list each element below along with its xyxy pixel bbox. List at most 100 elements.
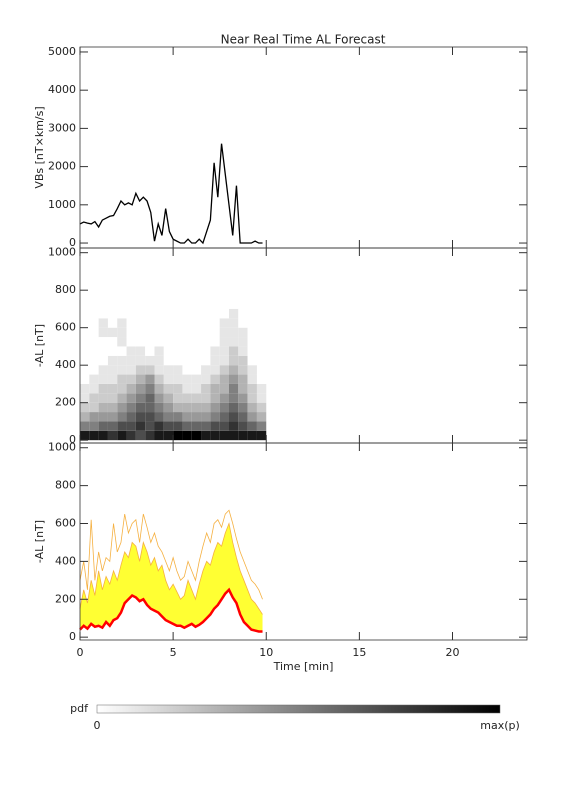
heat-cell [80, 365, 90, 375]
heat-cell [117, 346, 127, 356]
heat-cell [126, 383, 136, 394]
heat-cell [229, 393, 239, 403]
heat-cell [229, 318, 239, 328]
heat-cell [163, 402, 174, 413]
heat-cell [80, 430, 90, 441]
heat-cell [247, 337, 257, 347]
heat-cell [107, 337, 118, 347]
y-axis-label: -AL [nT] [33, 520, 46, 563]
heat-cell [154, 365, 164, 375]
heat-cell [247, 393, 257, 403]
heat-cell [173, 337, 183, 347]
heat-cell [126, 365, 136, 375]
heat-cell [117, 393, 127, 403]
heat-cell [256, 402, 267, 413]
heat-cell [98, 337, 108, 347]
heat-cell [229, 308, 239, 319]
heat-cell [182, 430, 192, 441]
heat-cell [201, 374, 211, 384]
heat-cell [238, 402, 248, 413]
heat-cell [89, 365, 99, 375]
heat-cell [135, 374, 146, 384]
heat-cell [210, 355, 220, 366]
heat-cell [219, 430, 229, 441]
heat-cell [145, 365, 155, 375]
y-tick-label: 3000 [48, 121, 76, 134]
heat-cell [173, 355, 183, 366]
heat-cell [145, 337, 155, 347]
heat-cell [173, 393, 183, 403]
heat-cell [238, 412, 248, 422]
data-line [79, 522, 263, 615]
heat-cell [191, 374, 202, 384]
y-tick-label: 400 [55, 554, 76, 567]
y-tick-label: 800 [55, 283, 76, 296]
colorbar-max: max(p) [480, 719, 520, 732]
heat-cell [107, 365, 118, 375]
heat-cell [256, 412, 267, 422]
heat-cell [154, 383, 164, 394]
heat-cell [238, 430, 248, 441]
heat-cell [201, 393, 211, 403]
heat-cell [201, 346, 211, 356]
heat-cell [154, 430, 164, 441]
heat-cell [256, 374, 267, 384]
heat-cell [163, 318, 174, 328]
heat-cell [229, 337, 239, 347]
heat-cell [173, 383, 183, 394]
heat-cell [191, 355, 202, 366]
heat-cell [89, 327, 99, 338]
heat-cell [219, 421, 229, 431]
heat-cell [89, 318, 99, 328]
heat-cell [210, 430, 220, 441]
heat-cell [154, 327, 164, 338]
heat-cell [173, 374, 183, 384]
heat-cell [107, 308, 118, 319]
heat-cell [247, 327, 257, 338]
heat-cell [107, 383, 118, 394]
heat-cell [145, 430, 155, 441]
heat-cell [80, 374, 90, 384]
heat-cell [210, 393, 220, 403]
heat-cell [117, 374, 127, 384]
heat-cell [98, 308, 108, 319]
heat-cell [107, 355, 118, 366]
heat-cell [210, 337, 220, 347]
heat-cell [247, 383, 257, 394]
heat-cell [201, 308, 211, 319]
heat-cell [182, 421, 192, 431]
heat-cell [126, 355, 136, 366]
heat-cell [219, 393, 229, 403]
heat-cell [154, 421, 164, 431]
heat-cell [210, 365, 220, 375]
heat-cell [154, 412, 164, 422]
heat-cell [89, 337, 99, 347]
heat-cell [247, 355, 257, 366]
heat-cell [201, 421, 211, 431]
heat-cell [135, 337, 146, 347]
heat-cell [219, 318, 229, 328]
heat-cell [89, 393, 99, 403]
heat-cell [219, 365, 229, 375]
heat-cell [191, 337, 202, 347]
heat-cell [247, 430, 257, 441]
heat-cell [154, 308, 164, 319]
heat-cell [173, 365, 183, 375]
heat-cell [173, 421, 183, 431]
heat-cell [182, 327, 192, 338]
heat-cell [107, 318, 118, 328]
heat-cell [256, 355, 267, 366]
heat-cell [210, 318, 220, 328]
heat-cell [256, 421, 267, 431]
heat-cell [145, 393, 155, 403]
heat-cell [219, 412, 229, 422]
heat-cell [229, 327, 239, 338]
heat-cell [117, 337, 127, 347]
heat-cell [145, 355, 155, 366]
heat-cell [98, 346, 108, 356]
heat-cell [182, 355, 192, 366]
heat-cell [229, 355, 239, 366]
heat-cell [80, 337, 90, 347]
heat-cell [182, 374, 192, 384]
y-tick-label: 2000 [48, 160, 76, 173]
